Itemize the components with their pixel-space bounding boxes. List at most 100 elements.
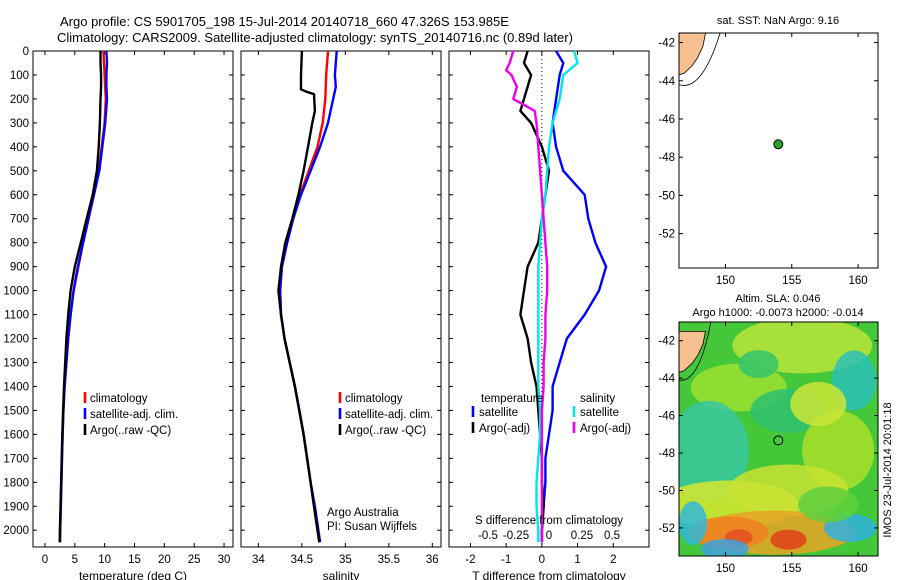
x-tick-label: 160	[849, 563, 868, 575]
y-tick-label: -48	[658, 448, 675, 460]
annotation-text: Argo Australia	[327, 507, 399, 519]
legend-entry: Argo(..raw -QC)	[345, 425, 426, 437]
x-tick-label: 36	[426, 554, 439, 566]
y-tick-label: -50	[658, 190, 675, 202]
map-bg	[679, 33, 878, 268]
legend-entry: satellite	[479, 407, 518, 419]
y-tick-label: -42	[658, 336, 675, 348]
y-tick-label: -46	[658, 114, 675, 126]
map-area	[679, 33, 878, 268]
y-tick-label: 900	[10, 262, 29, 274]
salinity-panel: 34 34.5 35 35.5 36 salinity climatology satelli…	[240, 50, 442, 580]
y-tick-label: 100	[10, 70, 29, 82]
legend-entry: Argo(-adj)	[580, 423, 631, 435]
map-title: Altim. SLA: 0.046	[736, 293, 821, 305]
x-tick-label: -1	[501, 554, 511, 566]
x-tick-label: 20	[158, 554, 171, 566]
x-tick-label: 15	[128, 554, 141, 566]
heat-blob	[738, 350, 779, 379]
x-tick-label: -2	[465, 554, 475, 566]
argo-position-marker	[773, 435, 784, 446]
y-tick-label: 1400	[3, 381, 29, 393]
y-tick-label: 500	[10, 166, 29, 178]
x2-axis-label: S difference from climatology	[475, 515, 623, 527]
y-tick-label: -50	[658, 485, 675, 497]
heat-blob	[679, 400, 749, 501]
y-tick-label: 800	[10, 238, 29, 250]
y-tick-label: -44	[658, 373, 675, 385]
legend-header: temperature	[481, 393, 543, 405]
series-line	[277, 50, 321, 543]
plot-frame	[448, 50, 650, 548]
series-line	[504, 50, 549, 543]
y-tick-label: -52	[658, 229, 675, 241]
x-tick-label: 35.5	[378, 554, 400, 566]
x-tick-label: 10	[98, 554, 111, 566]
x-tick-label: 150	[716, 563, 735, 575]
x-axis-label: salinity	[323, 569, 360, 580]
legend-entry: Argo(..raw -QC)	[90, 425, 171, 437]
heat-blob	[798, 486, 859, 523]
heat-blob	[790, 381, 847, 426]
x-tick-label: 2	[610, 554, 616, 566]
x-tick-label: 150	[716, 275, 735, 287]
x2-tick-label: 0.5	[604, 530, 620, 542]
series-line	[58, 51, 103, 543]
y-tick-label: 400	[10, 142, 29, 154]
plot-frame	[240, 50, 442, 548]
sla-map-panel: -42 -44 -46 -48 -50 -52 150 155 160 Altim. SLA: 0…	[658, 293, 894, 575]
x2-tick-label: -0.25	[503, 530, 529, 542]
plot-frame	[32, 50, 234, 548]
y-tick-label: 2000	[3, 525, 29, 537]
argo-position-marker	[773, 139, 784, 150]
legend-entry: satellite	[580, 407, 619, 419]
difference-panel: -2 -1 0 1 2 T difference from climatology temp…	[448, 50, 650, 580]
y-tick-label: 0	[23, 46, 29, 58]
x2-tick-label: 0.25	[571, 530, 593, 542]
x-tick-label: 1	[574, 554, 580, 566]
title-line-1: Argo profile: CS 5901705_198 15-Jul-2014…	[60, 14, 509, 29]
annotation-text: PI: Susan Wijffels	[327, 521, 417, 533]
y-tick-label: 1300	[3, 357, 29, 369]
y-tick-label: 1100	[4, 310, 29, 322]
y-tick-label: 1900	[3, 501, 29, 513]
y-tick-label: -48	[658, 152, 675, 164]
y-tick-label: 600	[10, 190, 29, 202]
y-tick-label: -46	[658, 411, 675, 423]
x2-tick-label: 0	[546, 530, 552, 542]
heat-blob	[700, 538, 749, 556]
x-tick-label: 160	[849, 275, 868, 287]
map-title: sat. SST: NaN Argo: 9.16	[717, 15, 839, 27]
temperature-panel: 0100200300400500600700800900100011001200…	[3, 46, 234, 580]
y-tick-label: 1700	[3, 453, 29, 465]
x-tick-label: 35	[339, 554, 352, 566]
x-tick-label: 0	[539, 554, 545, 566]
heat-blob	[770, 529, 807, 550]
side-label: IMOS 23-Jul-2014 20:01:18	[882, 402, 894, 537]
legend-entry: satellite-adj. clim.	[90, 409, 178, 421]
y-tick-label: 1600	[3, 429, 29, 441]
y-tick-label: 200	[10, 94, 29, 106]
y-tick-label: 1500	[3, 405, 29, 417]
y-tick-label: -42	[658, 38, 675, 50]
y-tick-label: -52	[658, 523, 675, 535]
map-frame	[678, 32, 879, 269]
x-tick-label: 0	[42, 554, 48, 566]
x-axis-label: T difference from climatology	[472, 569, 626, 580]
sst-map-panel: -42 -44 -46 -48 -50 -52 150 155 160 sat. SST: NaN…	[658, 15, 879, 287]
legend-entry: Argo(-adj)	[479, 423, 530, 435]
land-tasmania	[679, 330, 707, 373]
x-tick-label: 30	[218, 554, 231, 566]
y-tick-label: -44	[658, 76, 675, 88]
y-tick-label: 1800	[3, 477, 29, 489]
series-line	[535, 50, 579, 543]
x-tick-label: 5	[72, 554, 78, 566]
map-frame	[678, 321, 879, 557]
coast-contour	[679, 33, 721, 86]
y-tick-label: 1000	[3, 286, 29, 298]
legend-entry: satellite-adj. clim.	[345, 409, 433, 421]
x-tick-label: 155	[782, 275, 801, 287]
title-line-2: Climatology: CARS2009. Satellite-adjuste…	[57, 30, 573, 45]
y-tick-label: 300	[10, 118, 29, 130]
